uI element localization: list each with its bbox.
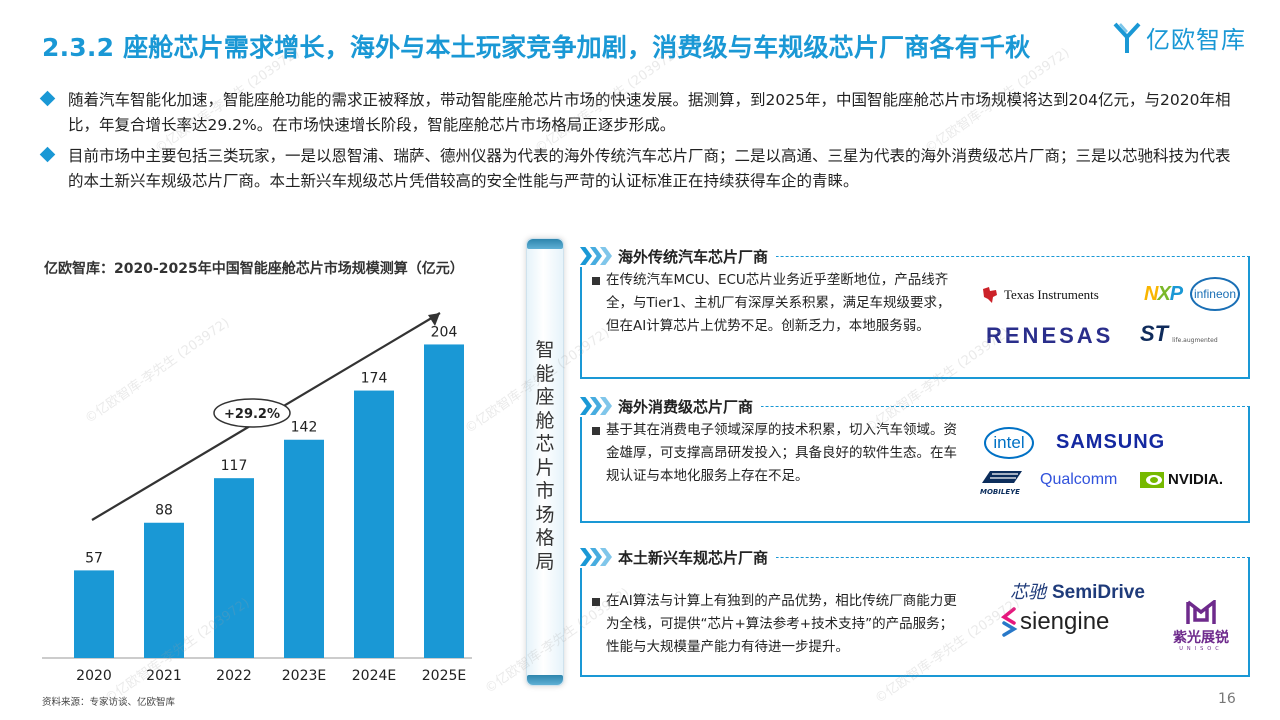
category-box [580,406,1250,523]
diamond-bullet-icon [39,90,56,107]
qualcomm-logo: Qualcomm [1040,471,1118,488]
mobileye-logo: MOBILEYE [980,469,1032,496]
panel-bottom-cap [527,675,563,685]
bullet-text: 目前市场中主要包括三类玩家，一是以恩智浦、瑞萨、德州仪器为代表的海外传统汽车芯片… [68,147,1231,190]
mobileye-mark-icon [982,471,1022,483]
growth-arrow-head-icon [428,313,440,326]
triple-chevron-icon [580,548,612,566]
page-number: 16 [1218,691,1236,707]
bar-2020 [74,570,114,658]
category-title: 海外消费级芯片厂商 [618,397,754,416]
x-tick-label: 2022 [216,668,252,684]
brand-logo-icon [1113,22,1141,53]
square-bullet-icon [592,277,600,285]
x-tick-label: 2021 [146,668,182,684]
market-size-bar-chart: +29.2% 57 2020 88 2021 117 2022 142 2023E 174 2024… [42,312,472,684]
category-box [580,256,1250,379]
bullet-item: 随着汽车智能化加速，智能座舱功能的需求正被释放，带动智能座舱芯片市场的快速发展。… [39,88,1242,138]
category-header: 海外传统汽车芯片厂商 [580,245,777,267]
bar-value-label: 117 [221,458,248,474]
panel-label: 智 能 座 舱 芯 片 市 场 格 局 [535,339,555,573]
ti-state-icon [983,287,997,303]
texas-instruments-logo: Texas Instruments [980,285,1099,305]
intel-logo: intel [984,427,1034,459]
brand-logo: 亿欧智库 [1112,20,1246,55]
st-logo: ST life.augmented [1140,321,1218,346]
unisoc-logo: 紫光展锐 UNISOC [1166,598,1236,652]
triple-chevron-icon [580,247,612,265]
bar-value-label: 57 [85,550,103,566]
siengine-mark-icon [1000,607,1018,637]
bar-value-label: 142 [291,420,318,436]
source-note: 资料来源：专家访谈、亿欧智库 [42,697,176,708]
renesas-logo: RENESAS [986,323,1114,348]
bar-2022 [214,478,254,658]
bar-2023E [284,439,324,658]
square-bullet-icon [592,598,600,606]
nvidia-logo: NVIDIA. [1140,471,1223,488]
category-description: 基于其在消费电子领域深厚的技术积累，切入汽车领域。资金雄厚，可支撑高昂研发投入；… [592,419,962,488]
panel-top-cap [527,239,563,249]
market-landscape-panel: 智 能 座 舱 芯 片 市 场 格 局 [526,238,564,686]
cagr-annotation-bubble [213,398,291,428]
semidrive-logo: 芯驰 SemiDrive [1010,582,1145,603]
square-bullet-icon [592,427,600,435]
x-tick-label: 2024E [352,668,396,684]
x-tick-label: 2023E [282,668,326,684]
bar-2024E [354,390,394,658]
category-description: 在AI算法与计算上有独到的产品优势，相比传统厂商能力更为全栈，可提供“芯片+算法… [592,590,962,659]
category-title: 本土新兴车规芯片厂商 [618,548,769,567]
siengine-logo: siengine [1000,606,1109,638]
brand-name: 亿欧智库 [1146,26,1246,54]
infineon-logo: infineon [1190,277,1240,311]
unisoc-mark-icon [1186,598,1216,624]
bar-value-label: 88 [155,503,173,519]
bar-2021 [144,522,184,658]
nxp-logo: NXP [1144,283,1183,305]
bar-2025E [424,344,464,658]
nvidia-eye-icon [1140,471,1164,488]
chart-title: 亿欧智库：2020-2025年中国智能座舱芯片市场规模测算（亿元） [44,261,464,277]
category-header: 海外消费级芯片厂商 [580,395,762,417]
bar-value-label: 204 [431,324,458,340]
category-title: 海外传统汽车芯片厂商 [618,247,769,266]
x-tick-label: 2020 [76,668,112,684]
bullet-item: 目前市场中主要包括三类玩家，一是以恩智浦、瑞萨、德州仪器为代表的海外传统汽车芯片… [39,144,1242,194]
cagr-annotation-label: +29.2% [224,407,280,422]
page-title: 2.3.2 座舱芯片需求增长，海外与本土玩家竞争加剧，消费级与车规级芯片厂商各有… [42,33,1031,62]
diamond-bullet-icon [39,146,56,163]
category-header: 本土新兴车规芯片厂商 [580,546,777,568]
bullet-list: 随着汽车智能化加速，智能座舱功能的需求正被释放，带动智能座舱芯片市场的快速发展。… [39,88,1242,200]
samsung-logo: SAMSUNG [1056,431,1166,453]
category-box [580,557,1250,677]
bullet-text: 随着汽车智能化加速，智能座舱功能的需求正被释放，带动智能座舱芯片市场的快速发展。… [68,91,1231,134]
triple-chevron-icon [580,397,612,415]
category-description: 在传统汽车MCU、ECU芯片业务近乎垄断地位，产品线齐全，与Tier1、主机厂有… [592,269,962,338]
x-tick-label: 2025E [422,668,466,684]
bar-value-label: 174 [361,371,388,387]
